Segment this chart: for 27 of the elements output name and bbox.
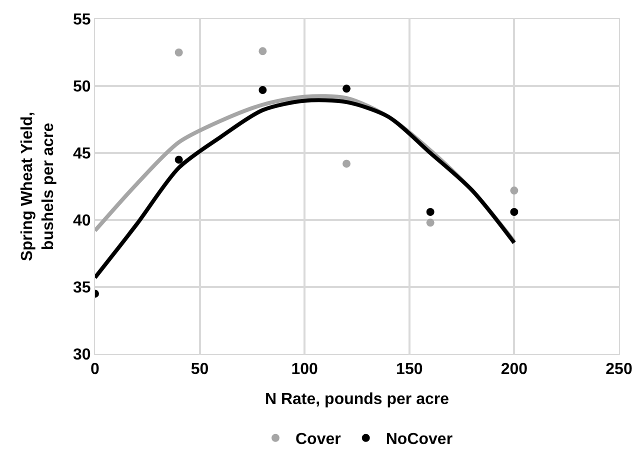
x-tick-label: 150: [396, 361, 423, 378]
x-axis-title: N Rate, pounds per acre: [264, 390, 450, 408]
x-tick-label: 250: [606, 361, 632, 378]
point: [510, 186, 518, 195]
point: [342, 84, 351, 93]
point: [342, 160, 351, 168]
x-tick-label: 200: [500, 361, 528, 378]
point: [174, 156, 183, 164]
legend-label: NoCover: [386, 431, 453, 448]
y-tick-label: 45: [73, 146, 91, 163]
line-series: [95, 98, 516, 280]
point: [426, 208, 434, 216]
y-axis-title: Spring Wheat Yield, bushels per acre: [19, 112, 57, 262]
y-tick-label: 40: [73, 212, 91, 230]
point: [426, 218, 434, 227]
y-tick-label: 50: [73, 78, 91, 96]
legend-label: Cover: [296, 431, 341, 448]
point: [258, 47, 267, 56]
point: [258, 86, 267, 94]
x-tick-label: 100: [291, 361, 318, 378]
y-tick-label: 30: [73, 346, 91, 364]
y-tick-label: 55: [73, 12, 91, 29]
y-tick-label: 35: [73, 280, 91, 297]
x-tick-label: 0: [90, 361, 100, 378]
x-tick-label: 50: [190, 361, 209, 378]
point: [510, 208, 518, 216]
point: [174, 48, 183, 56]
